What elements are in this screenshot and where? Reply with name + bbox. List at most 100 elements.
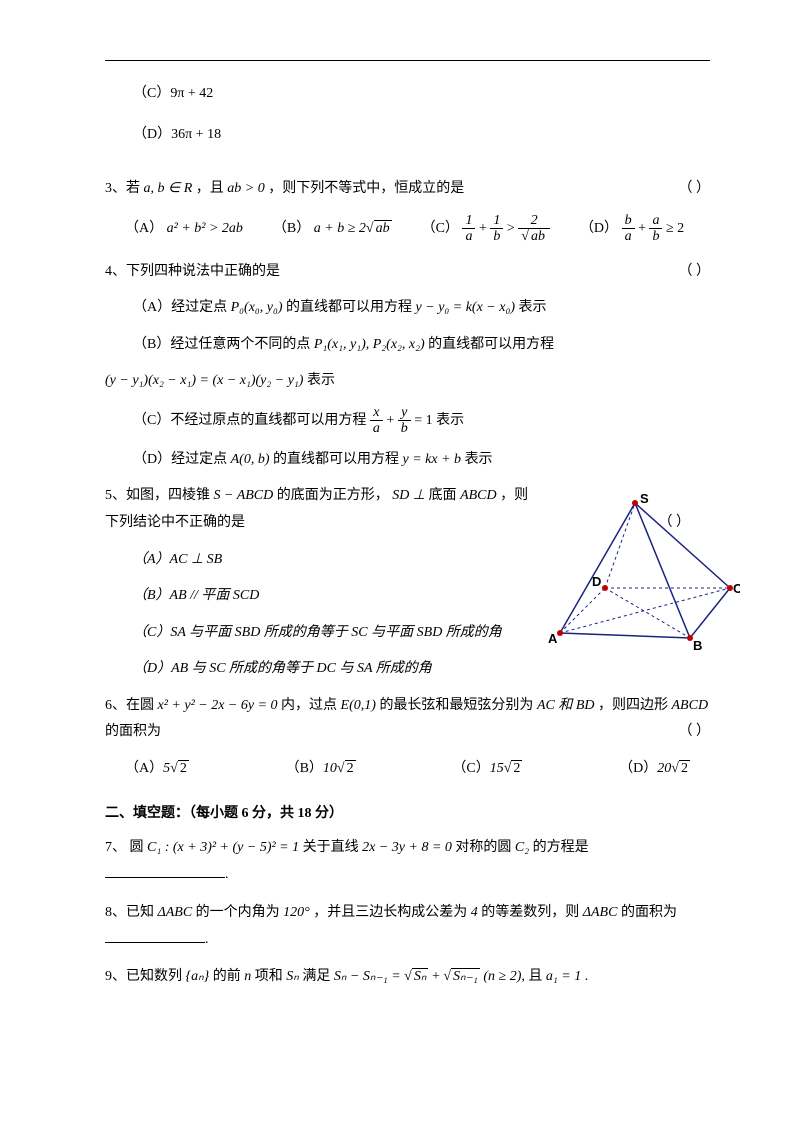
q4-b-tail: 表示 <box>307 373 335 388</box>
q4-c-pre: （C）不经过原点的直线都可以用方程 <box>133 413 366 428</box>
q8-pre: 8、已知 <box>105 905 154 920</box>
q9-r2: Sₙ₋₁ <box>451 968 480 984</box>
q8-blank <box>105 929 205 943</box>
q3-d-f1d: a <box>622 229 635 244</box>
q6-d-r: 2 <box>679 760 690 776</box>
q4-a-pre: （A）经过定点 <box>133 300 227 315</box>
q5-m2: 底面 <box>429 488 457 503</box>
q6-c-l: （C） <box>452 761 489 776</box>
q6-d-v: 20 <box>657 761 671 776</box>
q7-post: 对称的圆 <box>455 840 511 855</box>
q6-d-l: （D） <box>619 761 657 776</box>
q9-pre: 9、已知数列 <box>105 969 182 984</box>
q5-pyr: S − ABCD <box>214 488 274 503</box>
q6-post: 的面积为 <box>105 724 161 739</box>
fig-label-s: S <box>640 493 649 506</box>
q6-eq: x² + y² − 2x − 6y = 0 <box>158 698 278 713</box>
prev-option-d: （D）36π + 18 <box>105 122 710 149</box>
q4-b-pre: （B）经过任意两个不同的点 <box>133 337 310 352</box>
q4-d-eq: y = kx + b <box>403 452 462 467</box>
q9-seq: {aₙ} <box>186 969 210 984</box>
pyramid-figure: S A B C D <box>540 493 740 653</box>
q8-dot: . <box>205 932 209 947</box>
q5-opt-d: （D）AB 与 SC 所成的角等于 DC 与 SA 所成的角 <box>105 656 710 683</box>
q9-plus: + <box>432 969 440 984</box>
q3-d-label: （D） <box>580 221 618 236</box>
q6-ch: AC 和 BD <box>537 698 595 713</box>
q4-c-post: = 1 表示 <box>414 413 464 428</box>
q3-a-expr: a² + b² > 2ab <box>167 221 243 236</box>
q8-m2: ，并且三边长构成公差为 <box>313 905 467 920</box>
q4-b-eq: (y − y₁)(x₂ − x₁) = (x − x₁)(y₂ − y₁) <box>105 373 303 388</box>
q6-c-r: 2 <box>511 760 522 776</box>
q6-opt-b: （B）10 2 <box>286 756 356 783</box>
q3-cond1: a, b ∈ R <box>144 181 193 196</box>
fig-label-c: C <box>733 581 740 596</box>
q6-opt-a: （A）52 <box>125 756 189 783</box>
q3-mid: ，且 <box>196 181 224 196</box>
q6-stem: 6、在圆 x² + y² − 2x − 6y = 0 内，过点 E(0,1) 的… <box>105 693 710 746</box>
q3-c-f2d: b <box>490 229 503 244</box>
q6-m3: ，则四边形 <box>598 698 668 713</box>
q9-cond: (n ≥ 2), <box>483 969 525 984</box>
q3-c-f3n: 2 <box>518 213 550 229</box>
q6-c-v: 15 <box>490 761 504 776</box>
q9-and: 且 <box>528 969 542 984</box>
q3-opt-c: （C） 1a + 1b > 2ab <box>422 213 550 245</box>
q3-b-pre: a + b ≥ 2 <box>314 221 366 236</box>
q4-opt-c: （C）不经过原点的直线都可以用方程 xa + yb = 1 表示 <box>105 405 710 437</box>
q3-opt-a: （A） a² + b² > 2ab <box>125 216 243 243</box>
q7-c1: C₁ : (x + 3)² + (y − 5)² = 1 <box>147 840 299 855</box>
q8-m3: 的等差数列，则 <box>481 905 579 920</box>
q4-d-pre: （D）经过定点 <box>133 452 227 467</box>
q3-pre: 3、若 <box>105 181 140 196</box>
q9-a1: a₁ = 1 <box>546 969 581 984</box>
q5-perp: SD ⊥ <box>392 488 425 503</box>
q3-d-f2d: b <box>649 229 662 244</box>
q8-tri2: ΔABC <box>583 905 618 920</box>
q3-c-f3d: ab <box>529 228 547 244</box>
q3-c-op: > <box>507 221 515 236</box>
q7-mid: 关于直线 <box>303 840 359 855</box>
q4-a-mid: 的直线都可以用方程 <box>286 300 412 315</box>
q3-d-f2n: a <box>649 213 662 229</box>
q3-c-label: （C） <box>422 221 459 236</box>
fig-label-a: A <box>548 631 558 646</box>
q9-m1: 的前 <box>213 969 241 984</box>
q9-sn: Sₙ <box>286 969 299 984</box>
q4-stem: 4、下列四种说法中正确的是 （ ） <box>105 259 710 286</box>
q4-opt-b: （B）经过任意两个不同的点 P₁(x₁, y₁), P₂(x₂, x₂) 的直线… <box>105 332 710 359</box>
q9: 9、已知数列 {aₙ} 的前 n 项和 Sₙ 满足 Sₙ − Sₙ₋₁ = Sₙ… <box>105 964 710 991</box>
q3-a-label: （A） <box>125 221 163 236</box>
q8-diff: 4 <box>471 905 478 920</box>
q7-c2: C₂ <box>515 840 529 855</box>
section2-title: 二、填空题：（每小题 6 分，共 18 分） <box>105 801 710 828</box>
q4-c-f2n: y <box>398 405 411 421</box>
q4-d-post: 表示 <box>465 452 493 467</box>
q8-m1: 的一个内角为 <box>196 905 280 920</box>
q6-a-l: （A） <box>125 761 163 776</box>
q6-b-l: （B） <box>286 761 323 776</box>
q3-d-f1n: b <box>622 213 635 229</box>
q9-m3: 满足 <box>302 969 330 984</box>
q3-c-f1d: a <box>462 229 475 244</box>
q6-b-r: 2 <box>345 760 356 776</box>
q3-post: ，则下列不等式中，恒成立的是 <box>268 181 464 196</box>
q9-m2: 项和 <box>255 969 283 984</box>
top-rule <box>105 60 710 61</box>
q3-opt-b: （B） a + b ≥ 2ab <box>273 216 392 243</box>
q4-a-eq: y − y₀ = k(x − x₀) <box>416 300 515 315</box>
q4-stem-text: 4、下列四种说法中正确的是 <box>105 259 280 286</box>
q7: 7、 圆 C₁ : (x + 3)² + (y − 5)² = 1 关于直线 2… <box>105 835 710 888</box>
q6-pt: E(0,1) <box>341 698 376 713</box>
q4-b-pts: P₁(x₁, y₁), P₂(x₂, x₂) <box>314 337 425 352</box>
q8: 8、已知 ΔABC 的一个内角为 120° ，并且三边长构成公差为 4 的等差数… <box>105 900 710 953</box>
q3-b-rad: ab <box>374 220 392 236</box>
q5-m1: 的底面为正方形， <box>277 488 389 503</box>
q7-dot: . <box>225 867 229 882</box>
q6-b-v: 10 <box>323 761 337 776</box>
q6-opt-c: （C）15 2 <box>452 756 522 783</box>
q8-post: 的面积为 <box>621 905 677 920</box>
q3-c-f1n: 1 <box>462 213 475 229</box>
fig-label-d: D <box>592 574 601 589</box>
